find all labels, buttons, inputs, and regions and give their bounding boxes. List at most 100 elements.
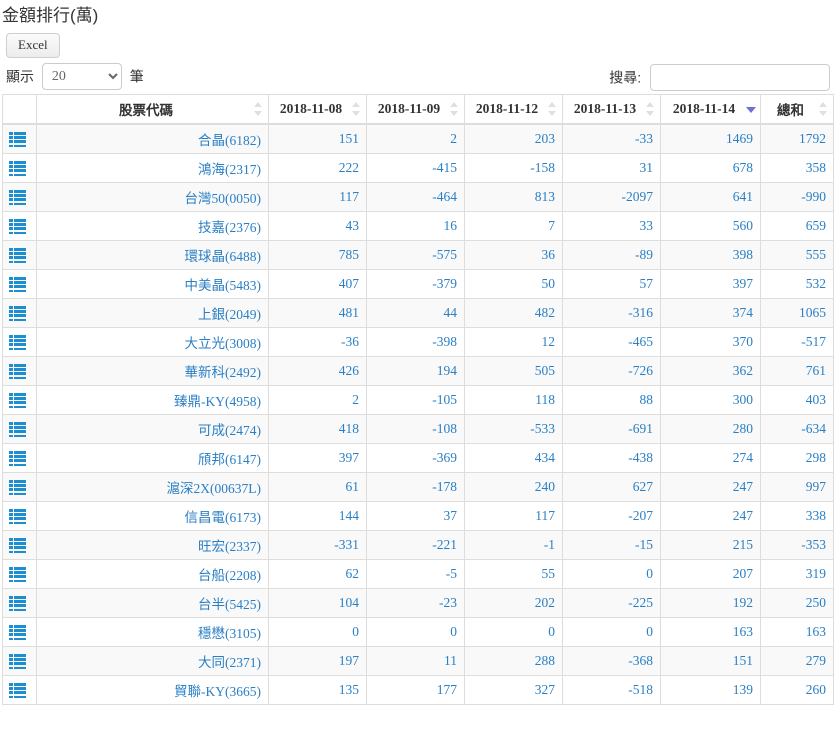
row-detail-icon-cell[interactable] (2, 182, 37, 212)
stock-link[interactable]: 頎邦(6147) (198, 452, 261, 467)
row-detail-icon-cell[interactable] (2, 356, 37, 386)
value-cell-d1114: 215 (660, 530, 761, 560)
stock-link[interactable]: 臻鼎-KY(4958) (174, 394, 261, 409)
stock-name-cell[interactable]: 台船(2208) (36, 559, 269, 589)
value-cell-total: -517 (760, 327, 834, 357)
stock-name-cell[interactable]: 大立光(3008) (36, 327, 269, 357)
th-list-icon[interactable] (9, 538, 26, 554)
stock-name-cell[interactable]: 貿聯-KY(3665) (36, 675, 269, 705)
stock-link[interactable]: 貿聯-KY(3665) (174, 684, 261, 699)
th-list-icon[interactable] (9, 567, 26, 583)
row-detail-icon-cell[interactable] (2, 588, 37, 618)
stock-link[interactable]: 合晶(6182) (198, 133, 261, 148)
th-list-icon[interactable] (9, 625, 26, 641)
value-cell-d1109: 2 (366, 123, 465, 154)
page-length-select[interactable]: 20 (41, 63, 122, 90)
stock-name-cell[interactable]: 環球晶(6488) (36, 240, 269, 270)
stock-name-cell[interactable]: 頎邦(6147) (36, 443, 269, 473)
th-list-icon[interactable] (9, 219, 26, 235)
stock-name-cell[interactable]: 滬深2X(00637L) (36, 472, 269, 502)
row-detail-icon-cell[interactable] (2, 675, 37, 705)
row-detail-icon-cell[interactable] (2, 646, 37, 676)
th-list-icon[interactable] (9, 190, 26, 206)
th-list-icon[interactable] (9, 132, 26, 148)
stock-name-cell[interactable]: 中美晶(5483) (36, 269, 269, 299)
th-list-icon[interactable] (9, 480, 26, 496)
stock-link[interactable]: 上銀(2049) (198, 307, 261, 322)
stock-link[interactable]: 台半(5425) (198, 597, 261, 612)
th-list-icon[interactable] (9, 451, 26, 467)
column-header-2018-11-12[interactable]: 2018-11-12 (464, 94, 563, 125)
stock-link[interactable]: 台灣50(0050) (184, 191, 262, 206)
th-list-icon[interactable] (9, 306, 26, 322)
row-detail-icon-cell[interactable] (2, 327, 37, 357)
th-list-icon[interactable] (9, 683, 26, 699)
value-cell-d1112: -1 (464, 530, 563, 560)
row-detail-icon-cell[interactable] (2, 211, 37, 241)
stock-name-cell[interactable]: 旺宏(2337) (36, 530, 269, 560)
stock-link[interactable]: 環球晶(6488) (184, 249, 262, 264)
stock-link[interactable]: 華新科(2492) (184, 365, 262, 380)
stock-name-cell[interactable]: 上銀(2049) (36, 298, 269, 328)
stock-name-cell[interactable]: 鴻海(2317) (36, 153, 269, 183)
stock-link[interactable]: 鴻海(2317) (198, 162, 261, 177)
stock-link[interactable]: 可成(2474) (198, 423, 261, 438)
stock-link[interactable]: 大立光(3008) (184, 336, 262, 351)
th-list-icon[interactable] (9, 393, 26, 409)
th-list-icon[interactable] (9, 364, 26, 380)
column-header-label: 2018-11-14 (672, 101, 736, 116)
th-list-icon[interactable] (9, 509, 26, 525)
stock-link[interactable]: 信昌電(6173) (184, 510, 262, 525)
stock-name-cell[interactable]: 大同(2371) (36, 646, 269, 676)
excel-export-button[interactable]: Excel (6, 33, 60, 58)
row-detail-icon-cell[interactable] (2, 153, 37, 183)
stock-name-cell[interactable]: 合晶(6182) (36, 123, 269, 154)
stock-link[interactable]: 穩懋(3105) (198, 626, 261, 641)
th-list-icon[interactable] (9, 248, 26, 264)
th-list-icon[interactable] (9, 422, 26, 438)
th-list-icon[interactable] (9, 277, 26, 293)
column-header-2018-11-09[interactable]: 2018-11-09 (366, 94, 465, 125)
row-detail-icon-cell[interactable] (2, 530, 37, 560)
row-detail-icon-cell[interactable] (2, 443, 37, 473)
stock-link[interactable]: 台船(2208) (198, 568, 261, 583)
row-detail-icon-cell[interactable] (2, 269, 37, 299)
page-title: 金額排行(萬) (2, 6, 99, 25)
stock-link[interactable]: 滬深2X(00637L) (166, 481, 262, 496)
stock-name-cell[interactable]: 技嘉(2376) (36, 211, 269, 241)
row-detail-icon-cell[interactable] (2, 472, 37, 502)
column-header-stock-code[interactable]: 股票代碼 (36, 94, 269, 125)
stock-link[interactable]: 技嘉(2376) (198, 220, 261, 235)
row-detail-icon-cell[interactable] (2, 617, 37, 647)
th-list-icon[interactable] (9, 654, 26, 670)
row-detail-icon-cell[interactable] (2, 123, 37, 154)
th-list-icon[interactable] (9, 596, 26, 612)
stock-name-cell[interactable]: 穩懋(3105) (36, 617, 269, 647)
stock-link[interactable]: 大同(2371) (198, 655, 261, 670)
stock-link[interactable]: 旺宏(2337) (198, 539, 261, 554)
stock-name-cell[interactable]: 台半(5425) (36, 588, 269, 618)
column-header-total[interactable]: 總和 (760, 94, 834, 125)
column-header-2018-11-13[interactable]: 2018-11-13 (562, 94, 661, 125)
stock-name-cell[interactable]: 信昌電(6173) (36, 501, 269, 531)
value-cell-d1112: 288 (464, 646, 563, 676)
row-detail-icon-cell[interactable] (2, 414, 37, 444)
column-header-2018-11-14[interactable]: 2018-11-14 (660, 94, 761, 125)
row-detail-icon-cell[interactable] (2, 385, 37, 415)
th-list-icon[interactable] (9, 161, 26, 177)
value-cell-d1108: 785 (268, 240, 367, 270)
stock-name-cell[interactable]: 臻鼎-KY(4958) (36, 385, 269, 415)
row-detail-icon-cell[interactable] (2, 298, 37, 328)
th-list-icon[interactable] (9, 335, 26, 351)
stock-name-cell[interactable]: 華新科(2492) (36, 356, 269, 386)
stock-name-cell[interactable]: 台灣50(0050) (36, 182, 269, 212)
row-detail-icon-cell[interactable] (2, 240, 37, 270)
search-input[interactable] (650, 63, 830, 91)
stock-link[interactable]: 中美晶(5483) (184, 278, 262, 293)
row-detail-icon-cell[interactable] (2, 559, 37, 589)
table-row: 旺宏(2337) -331 -221 -1 -15 215 -353 (2, 530, 834, 560)
stock-name-cell[interactable]: 可成(2474) (36, 414, 269, 444)
row-detail-icon-cell[interactable] (2, 501, 37, 531)
column-header-2018-11-08[interactable]: 2018-11-08 (268, 94, 367, 125)
